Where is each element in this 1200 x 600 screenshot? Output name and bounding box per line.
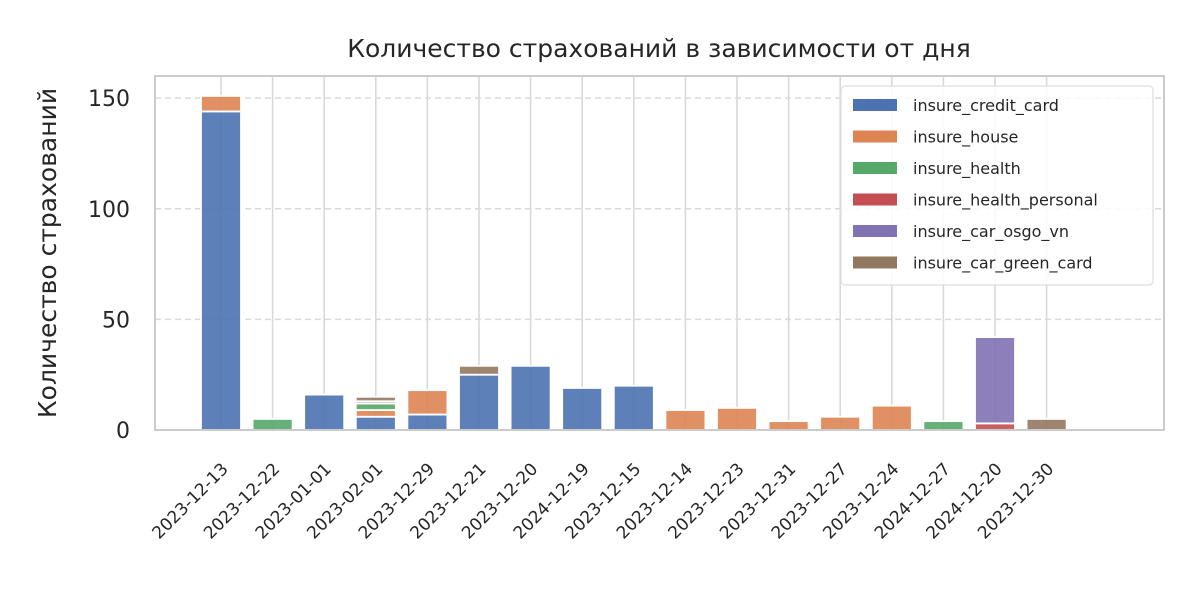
- y-tick-label: 0: [116, 419, 130, 444]
- plot-frame: [154, 75, 1165, 431]
- bar-segment-insure_car_green_card: [1025, 418, 1068, 431]
- bar-segment-insure_car_green_card: [458, 364, 500, 376]
- bar-segment-insure_health: [354, 402, 397, 411]
- legend-swatch: [853, 193, 897, 206]
- legend-label: insure_health_personal: [913, 191, 1098, 211]
- legend-swatch: [853, 162, 897, 174]
- bar-segment-insure_house: [819, 415, 862, 431]
- legend-swatch: [853, 130, 897, 143]
- bar-segment-insure_health: [922, 420, 965, 431]
- legend-label: insure_car_osgo_vn: [913, 222, 1069, 242]
- y-ticks: 0 50 100 150: [88, 87, 130, 444]
- bar-segment-insure_house: [200, 95, 242, 113]
- bar-segment-insure_credit_card: [612, 384, 655, 431]
- bar-segment-insure_house: [354, 409, 397, 418]
- bar-segment-insure_car_green_card: [354, 395, 397, 403]
- bar-segment-insure_credit_card: [200, 110, 242, 431]
- bar-segment-insure_car_osgo_vn: [974, 336, 1016, 425]
- legend-swatch: [853, 256, 897, 269]
- y-tick-label: 150: [88, 87, 130, 112]
- chart-title: Количество страхований в зависимости от …: [347, 34, 971, 63]
- bar-segment-insure_credit_card: [458, 373, 500, 431]
- legend-label: insure_credit_card: [913, 96, 1059, 116]
- bar-segment-insure_house: [664, 409, 707, 431]
- legend-box: [840, 85, 1154, 286]
- legend: insure_credit_card insure_house insure_hea…: [840, 85, 1154, 286]
- bar-segment-insure_health: [251, 418, 294, 431]
- y-axis-label: Количество страхований: [33, 88, 62, 418]
- bar-segment-insure_house: [767, 420, 810, 431]
- y-tick-label: 100: [88, 198, 130, 223]
- bar-segment-insure_house: [406, 389, 449, 416]
- bar-segment-insure_house: [716, 406, 758, 431]
- bar-segment-insure_house: [870, 404, 913, 431]
- legend-label: insure_house: [913, 128, 1018, 148]
- bars: [200, 95, 1068, 431]
- bar-segment-insure_credit_card: [406, 413, 449, 431]
- legend-label: insure_car_green_card: [913, 254, 1093, 274]
- legend-swatch: [853, 99, 897, 111]
- legend-label: insure_health: [913, 159, 1021, 179]
- y-tick-label: 50: [102, 308, 130, 333]
- bar-segment-insure_credit_card: [354, 415, 397, 431]
- bar-segment-insure_credit_card: [509, 364, 552, 431]
- bar-segment-insure_credit_card: [561, 387, 604, 431]
- legend-swatch: [853, 225, 897, 237]
- bar-segment-insure_credit_card: [303, 393, 346, 431]
